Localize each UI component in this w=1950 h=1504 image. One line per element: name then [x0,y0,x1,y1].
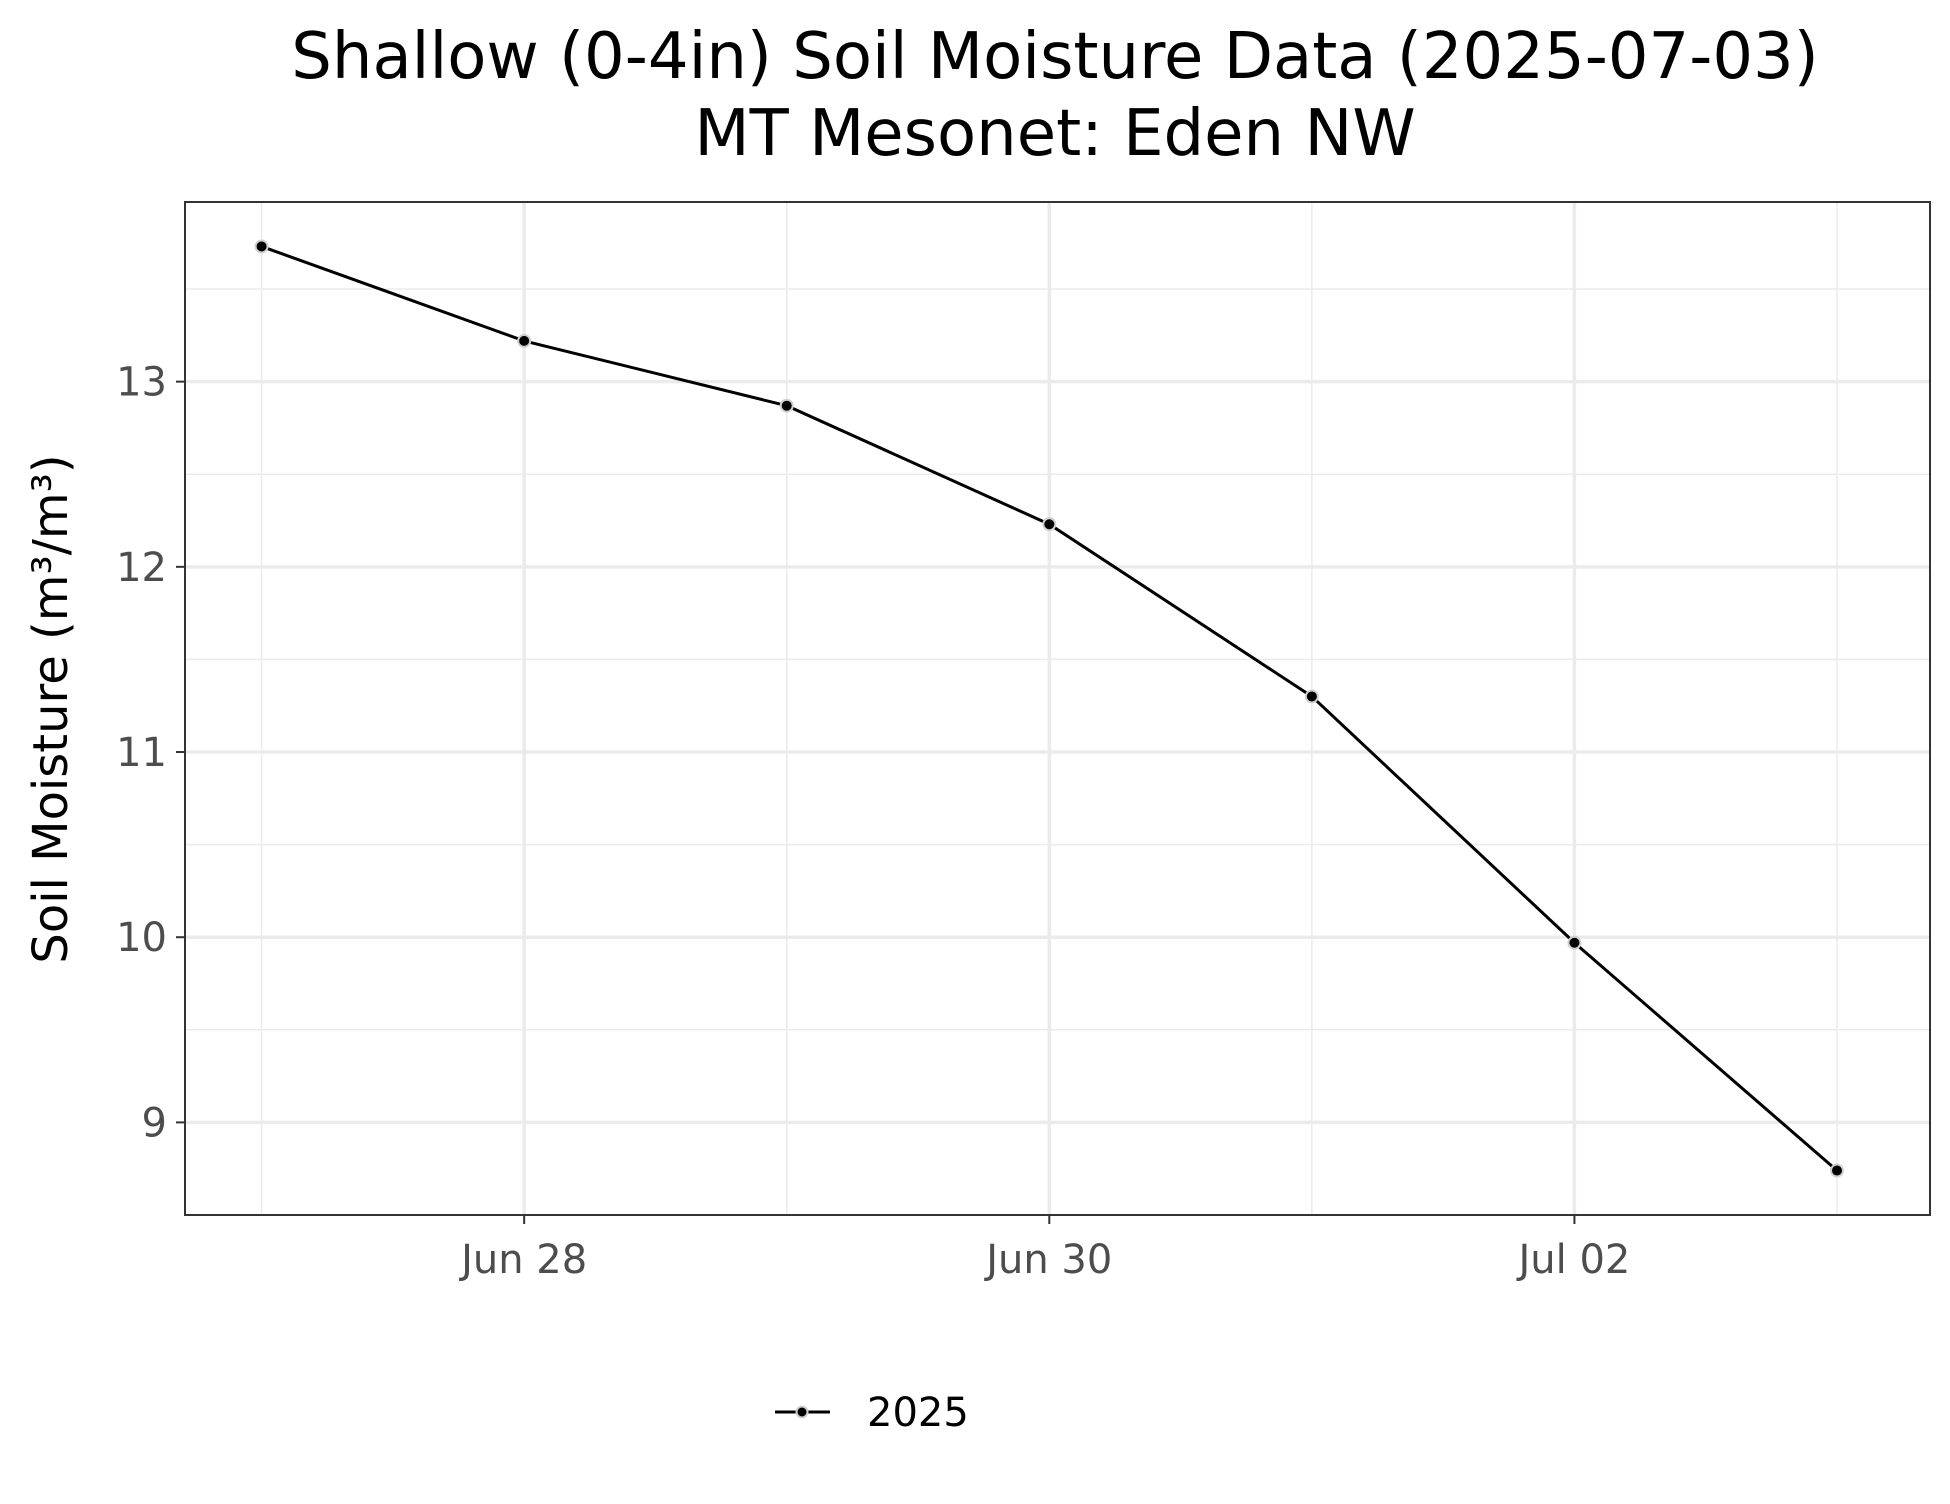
data-point [254,239,269,254]
data-point [779,398,794,413]
x-tick-label: Jun 30 [983,1237,1112,1283]
ticks-layer: 9 10 11 12 13 Jun 28 Jun 30 Jul 02 [116,360,1630,1283]
legend-key-point [795,1405,809,1419]
data-point [1042,517,1057,532]
y-tick-label: 12 [116,545,167,591]
legend-label-2025: 2025 [867,1390,969,1436]
data-point [1567,935,1582,950]
data-point [1830,1163,1845,1178]
grid-layer [185,202,1930,1216]
y-axis-title: Soil Moisture (m³/m³) [23,454,79,963]
data-point [1304,689,1319,704]
legend: 2025 [775,1390,969,1436]
x-tick-label: Jun 28 [458,1237,587,1283]
plot-panel-border [184,201,1931,1216]
y-tick-label: 13 [116,360,167,406]
data-point [517,333,532,348]
chart-title-line1: Shallow (0-4in) Soil Moisture Data (2025… [291,20,1818,94]
y-tick-label: 11 [116,730,167,776]
y-tick-label: 9 [142,1100,167,1146]
y-tick-label: 10 [116,915,167,961]
series-layer [254,239,1845,1178]
chart-title-line2: MT Mesonet: Eden NW [694,97,1415,171]
x-tick-label: Jul 02 [1515,1237,1630,1283]
